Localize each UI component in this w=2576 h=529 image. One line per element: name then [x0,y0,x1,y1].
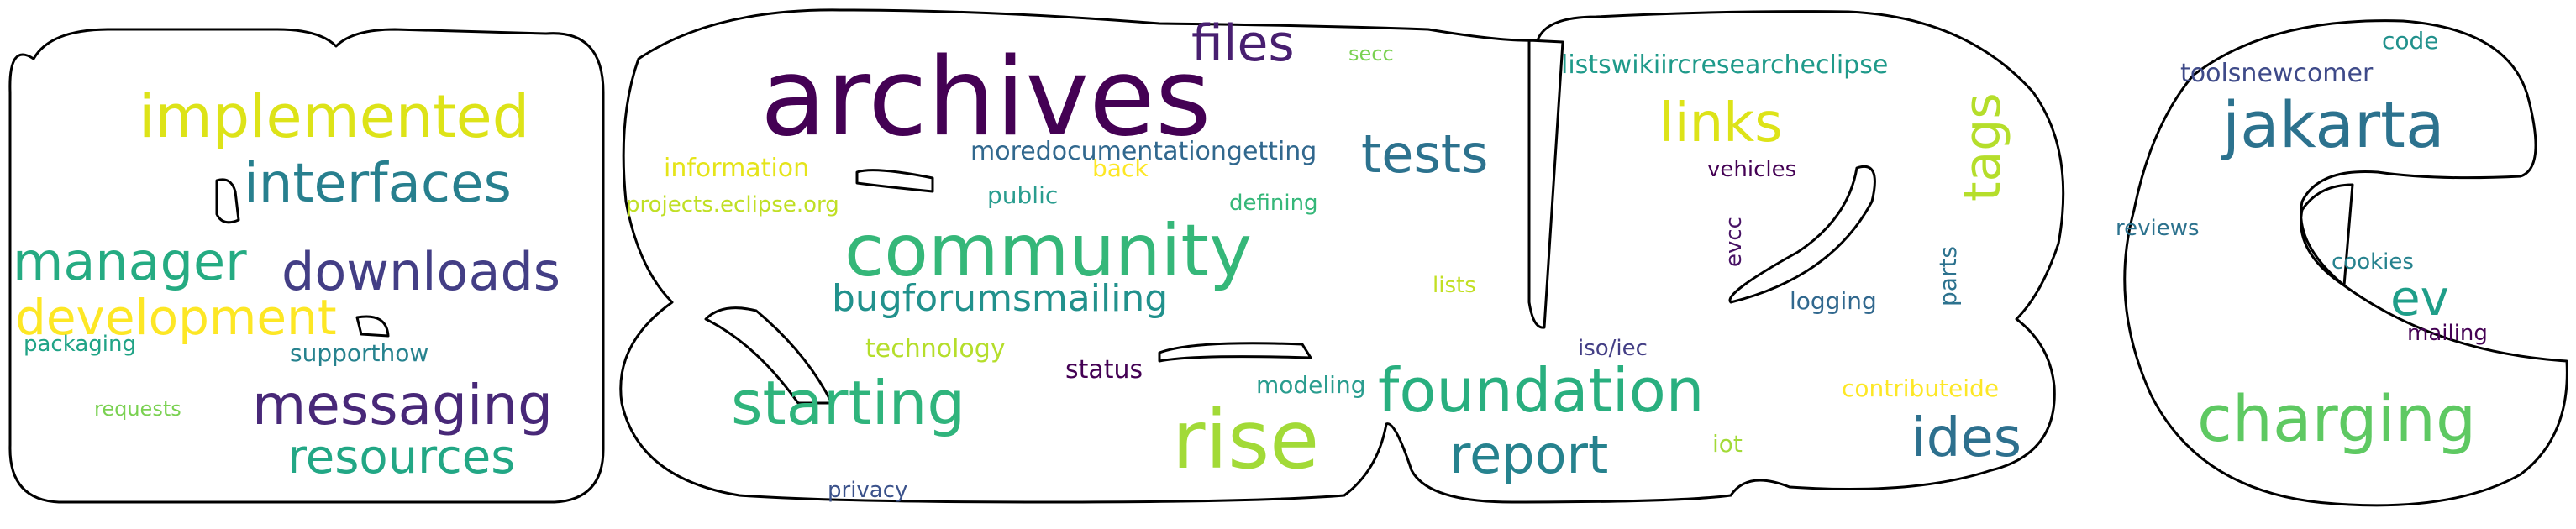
word-report: report [1449,424,1608,485]
word-ev: ev [2390,270,2449,327]
outline-shape-middle [619,8,2065,504]
word-messaging: messaging [252,373,553,437]
word-technology: technology [865,334,1006,364]
word-evcc: evcc [1722,217,1747,267]
word-development: development [15,289,337,346]
word-supporthow: supporthow [290,339,428,367]
word-information: information [664,154,809,183]
word-lists: lists [1433,273,1476,298]
word-toolsnewcomer: toolsnewcomer [2180,59,2374,88]
mask-outline [8,8,2568,507]
word-bugforumsmailing: bugforumsmailing [832,277,1168,320]
word-contributeide: contributeide [1842,374,1999,402]
word-charging: charging [2197,381,2476,456]
word-modeling: modeling [1256,371,1365,399]
word-cookies: cookies [2332,249,2414,275]
word-files: files [1191,14,1295,73]
words-group: archives community rise foundation start… [13,14,2488,503]
word-moredocumentationgetting: moredocumentationgetting [970,137,1317,166]
word-status: status [1065,355,1143,385]
word-listswikiircresearcheclipse: listswikiircresearcheclipse [1561,50,1888,80]
word-secc: secc [1348,42,1394,65]
word-projects-eclipse-org: projects.eclipse.org [626,192,839,217]
word-iso-iec: iso/iec [1578,336,1648,361]
word-tests: tests [1361,123,1488,185]
word-community: community [844,209,1252,293]
word-archives: archives [760,35,1212,160]
word-mailing: mailing [2407,321,2488,346]
word-logging: logging [1790,287,1877,315]
word-requests: requests [94,397,181,421]
word-iot: iot [1712,430,1743,458]
word-packaging: packaging [24,332,136,357]
word-reviews: reviews [2116,216,2200,241]
word-implemented: implemented [139,82,529,151]
word-privacy: privacy [828,478,907,503]
word-resources: resources [287,430,515,484]
word-tags: tags [1953,92,2012,202]
word-jakarta: jakarta [2221,87,2445,162]
word-starting: starting [731,368,965,438]
word-rise: rise [1172,393,1319,487]
word-foundation: foundation [1378,355,1704,426]
word-defining: defining [1229,191,1318,216]
word-interfaces: interfaces [244,153,512,215]
word-vehicles: vehicles [1707,157,1796,182]
outline-shape-right [2123,19,2568,507]
word-downloads: downloads [281,241,560,302]
word-parts: parts [1934,246,1962,306]
word-back: back [1092,155,1149,182]
word-code: code [2382,27,2439,55]
word-manager: manager [13,231,247,292]
word-links: links [1659,92,1783,155]
outline-shape-left [8,28,605,504]
word-ides: ides [1911,407,2021,469]
word-public: public [987,181,1058,209]
